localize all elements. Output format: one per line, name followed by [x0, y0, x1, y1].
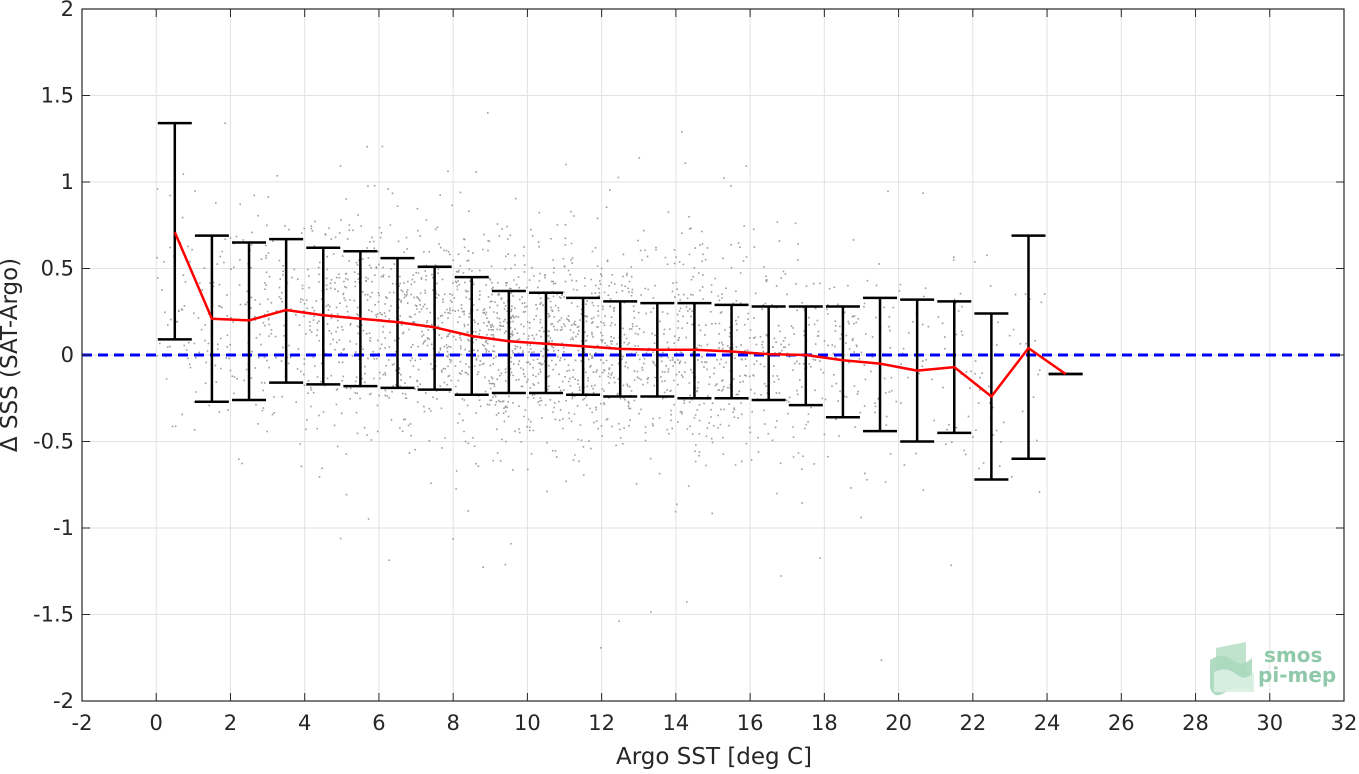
- x-tick-label: 16: [737, 711, 764, 735]
- y-tick-label: 1: [61, 170, 74, 194]
- x-tick-label: 4: [298, 711, 311, 735]
- y-tick-label: -0.5: [33, 430, 74, 454]
- tick-labels: -2 0 2 4 6 8 10 12 14 16 18 20 22 24 26 28 30 3221.510.50…: [33, 0, 1357, 735]
- smos-pi-mep-logo: smos pi-mep: [1210, 642, 1336, 696]
- axes-box: [81, 8, 1345, 702]
- x-tick-label: 14: [663, 711, 690, 735]
- x-tick-label: 28: [1182, 711, 1209, 735]
- y-axis-label: Δ SSS (SAT-Argo): [0, 258, 23, 452]
- x-tick-label: 18: [811, 711, 838, 735]
- x-tick-label: 6: [372, 711, 385, 735]
- y-tick-label: 2: [61, 0, 74, 21]
- x-tick-label: 26: [1108, 711, 1135, 735]
- x-tick-label: 30: [1256, 711, 1283, 735]
- x-tick-label: 10: [514, 711, 541, 735]
- y-tick-label: -1.5: [33, 603, 74, 627]
- x-tick-label: 32: [1331, 711, 1358, 735]
- error-bar: [825, 305, 860, 419]
- error-bar: [157, 121, 192, 341]
- x-tick-label: 20: [885, 711, 912, 735]
- x-tick-label: 22: [959, 711, 986, 735]
- x-tick-label: 24: [1034, 711, 1061, 735]
- x-tick-label: 12: [588, 711, 615, 735]
- y-tick-label: -2: [53, 689, 74, 713]
- x-tick-label: 2: [224, 711, 237, 735]
- binned-mean-line: [173, 231, 1067, 398]
- x-tick-label: 0: [150, 711, 163, 735]
- logo-line1: smos: [1264, 643, 1322, 667]
- x-tick-label: 8: [446, 711, 459, 735]
- y-tick-label: 0: [61, 343, 74, 367]
- mean-line: [173, 231, 1067, 398]
- x-axis-label: Argo SST [deg C]: [616, 744, 812, 770]
- logo-line2: pi-mep: [1258, 663, 1336, 687]
- x-tick-label: -2: [72, 711, 93, 735]
- y-tick-label: 0.5: [41, 257, 74, 281]
- y-tick-label: 1.5: [41, 84, 74, 108]
- y-tick-label: -1: [53, 516, 74, 540]
